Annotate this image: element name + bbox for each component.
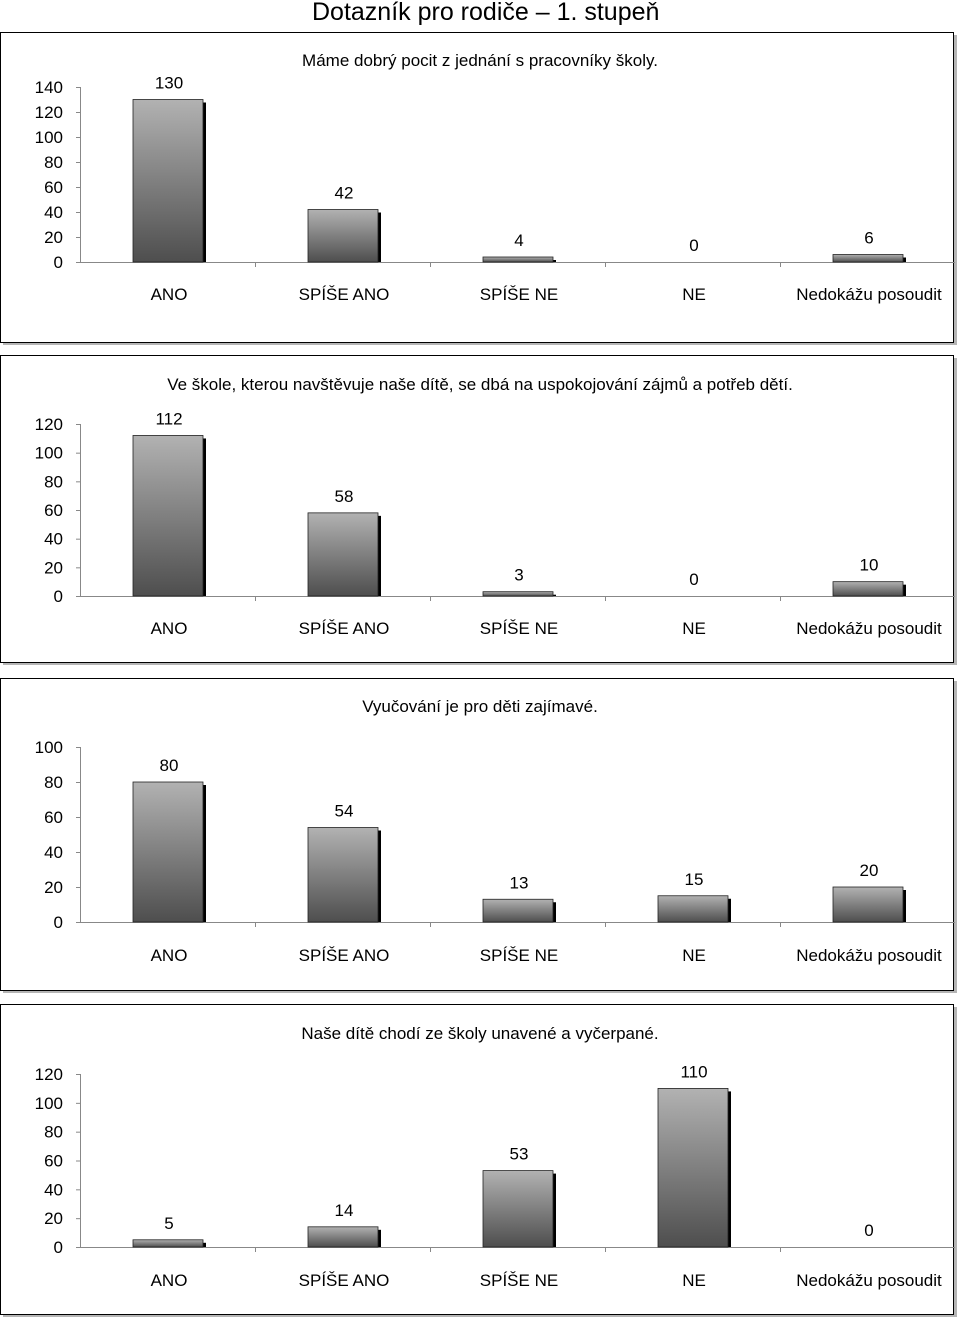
x-category-label: NE xyxy=(682,1271,706,1290)
x-category-label: NE xyxy=(682,946,706,965)
y-tick-label: 20 xyxy=(44,558,63,577)
data-label: 112 xyxy=(155,409,182,428)
y-tick-label: 100 xyxy=(35,128,63,147)
data-label: 53 xyxy=(510,1145,529,1164)
x-category-label: ANO xyxy=(151,285,188,304)
x-category-label: SPÍŠE NE xyxy=(480,946,558,965)
chart-svg: Ve škole, kterou navštěvuje naše dítě, s… xyxy=(0,355,957,665)
data-label: 14 xyxy=(335,1201,354,1220)
data-label: 58 xyxy=(335,487,354,506)
x-category-label: Nedokážu posoudit xyxy=(796,285,942,304)
x-category-label: SPÍŠE ANO xyxy=(299,619,390,638)
data-label: 42 xyxy=(335,184,354,203)
chart-title: Vyučování je pro děti zajímavé. xyxy=(362,697,598,716)
chart-svg: Vyučování je pro děti zajímavé. 0 20 40 60 80… xyxy=(0,678,957,993)
data-label: 0 xyxy=(689,570,698,589)
data-label: 10 xyxy=(860,556,879,575)
bar-spíše-ne xyxy=(482,898,554,923)
y-tick-label: 100 xyxy=(35,1094,63,1113)
y-tick-label: 40 xyxy=(44,1180,63,1199)
bar-ano xyxy=(132,99,204,263)
bar-ano xyxy=(132,781,204,923)
x-category-label: SPÍŠE ANO xyxy=(299,1271,390,1290)
chart-title: Ve škole, kterou navštěvuje naše dítě, s… xyxy=(167,375,793,394)
y-tick-label: 20 xyxy=(44,228,63,247)
chart-svg: Máme dobrý pocit z jednání s pracovníky … xyxy=(0,32,957,345)
x-category-label: ANO xyxy=(151,619,188,638)
chart-title: Naše dítě chodí ze školy unavené a vyčer… xyxy=(301,1024,658,1043)
x-category-label: Nedokážu posoudit xyxy=(796,619,942,638)
bar-nedokážu-posoudit xyxy=(832,581,904,597)
y-tick-label: 120 xyxy=(35,1065,63,1084)
data-label: 80 xyxy=(160,756,179,775)
chart-panel-4: Naše dítě chodí ze školy unavené a vyčer… xyxy=(0,1004,958,1318)
y-tick-label: 60 xyxy=(44,501,63,520)
x-category-label: SPÍŠE ANO xyxy=(299,946,390,965)
y-tick-label: 0 xyxy=(54,913,63,932)
bar-ano xyxy=(132,1239,204,1248)
y-tick-label: 100 xyxy=(35,738,63,757)
data-label: 13 xyxy=(510,873,529,892)
data-label: 4 xyxy=(514,231,523,250)
chart-title: Máme dobrý pocit z jednání s pracovníky … xyxy=(302,51,658,70)
y-tick-label: 60 xyxy=(44,808,63,827)
x-category-label: ANO xyxy=(151,1271,188,1290)
y-tick-label: 0 xyxy=(54,253,63,272)
bar-spíše-ne xyxy=(482,1170,554,1248)
chart-panel-2: Ve škole, kterou navštěvuje naše dítě, s… xyxy=(0,355,958,666)
x-category-label: Nedokážu posoudit xyxy=(796,1271,942,1290)
chart-frame xyxy=(0,1004,954,1315)
bar-spíše-ano xyxy=(307,209,379,263)
y-tick-label: 0 xyxy=(54,1238,63,1257)
data-label: 3 xyxy=(514,566,523,585)
y-tick-label: 100 xyxy=(35,444,63,463)
x-category-label: NE xyxy=(682,619,706,638)
x-category-label: SPÍŠE ANO xyxy=(299,285,390,304)
page-title: Dotazník pro rodiče – 1. stupeň xyxy=(312,0,660,26)
x-category-label: Nedokážu posoudit xyxy=(796,946,942,965)
bar-ne xyxy=(657,895,729,923)
data-label: 15 xyxy=(685,870,704,889)
chart-svg: Naše dítě chodí ze školy unavené a vyčer… xyxy=(0,1004,957,1317)
chart-panel-3: Vyučování je pro děti zajímavé. 0 20 40 60 80… xyxy=(0,678,958,994)
data-label: 20 xyxy=(860,861,879,880)
bar-spíše-ne xyxy=(482,591,554,597)
chart-panel-1: Máme dobrý pocit z jednání s pracovníky … xyxy=(0,32,958,346)
y-tick-label: 20 xyxy=(44,1209,63,1228)
data-label: 0 xyxy=(689,236,698,255)
y-tick-label: 120 xyxy=(35,103,63,122)
y-tick-label: 40 xyxy=(44,843,63,862)
data-label: 130 xyxy=(155,74,183,93)
x-category-label: SPÍŠE NE xyxy=(480,1271,558,1290)
y-tick-label: 140 xyxy=(35,78,63,97)
y-tick-label: 60 xyxy=(44,178,63,197)
x-category-label: SPÍŠE NE xyxy=(480,619,558,638)
y-tick-label: 20 xyxy=(44,878,63,897)
x-category-label: ANO xyxy=(151,946,188,965)
y-tick-label: 80 xyxy=(44,1123,63,1142)
data-label: 54 xyxy=(335,802,354,821)
data-label: 6 xyxy=(864,229,873,248)
y-tick-label: 120 xyxy=(35,415,63,434)
bar-spíše-ano xyxy=(307,827,379,923)
y-tick-label: 80 xyxy=(44,773,63,792)
y-tick-label: 80 xyxy=(44,472,63,491)
x-category-label: SPÍŠE NE xyxy=(480,285,558,304)
bar-spíše-ano xyxy=(307,512,379,597)
bar-ne xyxy=(657,1088,729,1248)
x-category-label: NE xyxy=(682,285,706,304)
y-tick-label: 80 xyxy=(44,153,63,172)
y-tick-label: 60 xyxy=(44,1152,63,1171)
y-tick-label: 40 xyxy=(44,530,63,549)
data-label: 110 xyxy=(680,1062,707,1081)
bar-spíše-ne xyxy=(482,256,554,263)
data-label: 5 xyxy=(164,1214,173,1233)
bar-nedokážu-posoudit xyxy=(832,886,904,923)
y-tick-label: 0 xyxy=(54,587,63,606)
bar-nedokážu-posoudit xyxy=(832,254,904,263)
data-label: 0 xyxy=(864,1221,873,1240)
bar-spíše-ano xyxy=(307,1226,379,1248)
y-tick-label: 40 xyxy=(44,203,63,222)
bar-ano xyxy=(132,435,204,597)
